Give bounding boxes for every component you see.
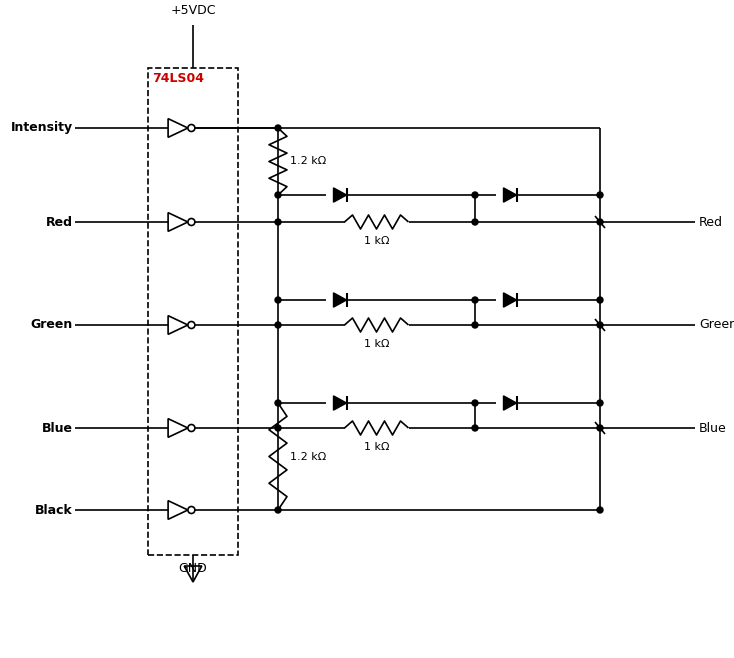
Circle shape [472, 297, 478, 303]
Circle shape [472, 219, 478, 225]
Text: Black: Black [35, 503, 73, 517]
Text: Blue: Blue [42, 422, 73, 434]
Circle shape [597, 425, 603, 431]
Text: 74LS04: 74LS04 [152, 72, 204, 85]
Polygon shape [504, 293, 517, 307]
Text: GND: GND [178, 562, 208, 575]
Polygon shape [333, 396, 346, 410]
Circle shape [597, 297, 603, 303]
Circle shape [597, 219, 603, 225]
Circle shape [275, 297, 281, 303]
Circle shape [275, 125, 281, 131]
Polygon shape [333, 188, 346, 202]
Circle shape [188, 124, 195, 132]
Circle shape [275, 507, 281, 513]
Circle shape [275, 322, 281, 328]
Circle shape [597, 322, 603, 328]
Text: 1 kΩ: 1 kΩ [364, 442, 389, 452]
Text: +5VDC: +5VDC [170, 4, 216, 17]
Circle shape [275, 425, 281, 431]
Circle shape [472, 322, 478, 328]
Circle shape [472, 425, 478, 431]
Circle shape [597, 400, 603, 406]
Text: Intensity: Intensity [11, 122, 73, 134]
Circle shape [275, 219, 281, 225]
Text: Blue: Blue [699, 422, 727, 434]
Text: 1.2 kΩ: 1.2 kΩ [290, 157, 326, 166]
Circle shape [188, 424, 195, 432]
Circle shape [472, 192, 478, 198]
Polygon shape [504, 396, 517, 410]
Circle shape [472, 400, 478, 406]
Text: 1 kΩ: 1 kΩ [364, 236, 389, 246]
Circle shape [275, 192, 281, 198]
Polygon shape [504, 188, 517, 202]
Circle shape [275, 400, 281, 406]
Text: Red: Red [46, 216, 73, 228]
Text: Green: Green [699, 318, 734, 332]
Circle shape [188, 322, 195, 328]
Text: 1.2 kΩ: 1.2 kΩ [290, 451, 326, 461]
Circle shape [188, 218, 195, 226]
Text: Red: Red [699, 216, 723, 228]
Text: 1 kΩ: 1 kΩ [364, 339, 389, 349]
Circle shape [597, 507, 603, 513]
Bar [148, 68, 238, 555]
Text: Green: Green [31, 318, 73, 332]
Circle shape [188, 507, 195, 513]
Polygon shape [333, 293, 346, 307]
Circle shape [597, 192, 603, 198]
